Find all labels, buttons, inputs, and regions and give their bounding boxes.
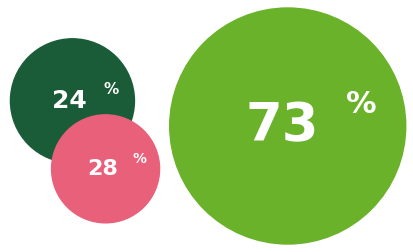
- Circle shape: [52, 115, 159, 223]
- Text: %: %: [103, 82, 118, 97]
- Circle shape: [10, 39, 134, 163]
- Text: 28: 28: [87, 159, 118, 179]
- Circle shape: [169, 8, 405, 244]
- Text: %: %: [345, 90, 375, 119]
- Text: %: %: [132, 152, 146, 166]
- Text: 73: 73: [244, 100, 318, 152]
- Text: 24: 24: [52, 89, 86, 113]
